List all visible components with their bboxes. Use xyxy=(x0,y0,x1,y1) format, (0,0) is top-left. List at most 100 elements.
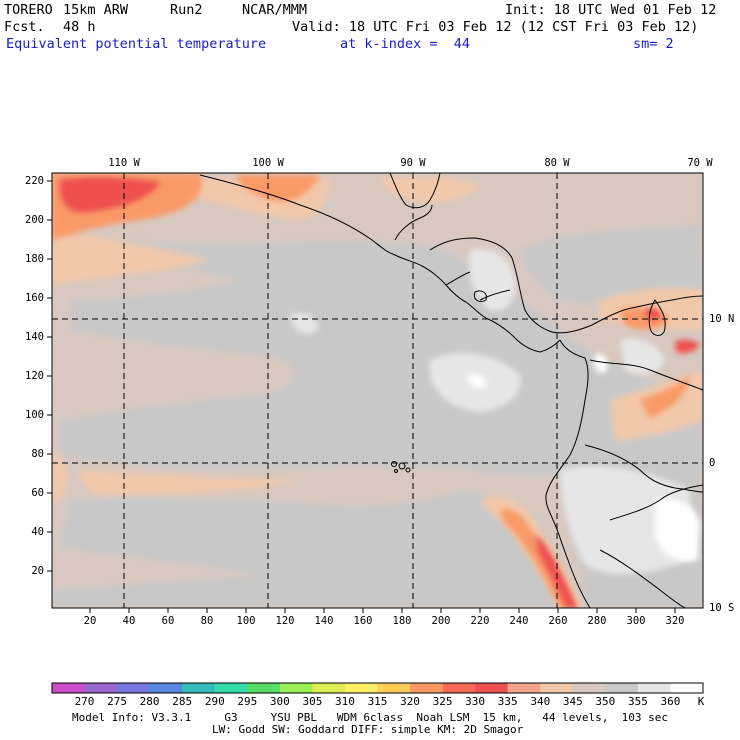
forecast-hour: 48 h xyxy=(63,19,96,35)
x-tick-label: 280 xyxy=(587,615,607,627)
y-tick-label: 160 xyxy=(25,292,44,304)
x-tick-label: 100 xyxy=(236,615,256,627)
colorbar-tick-label: 330 xyxy=(465,695,486,708)
level-label: at k-index = 44 xyxy=(340,36,471,52)
colorbar-swatch xyxy=(52,683,86,693)
model-info-line: Model Info: V3.3.1 G3 YSU PBL WDM 6class… xyxy=(72,711,669,724)
colorbar-tick-label: 295 xyxy=(237,695,258,708)
colorbar-tick-label: 315 xyxy=(367,695,388,708)
colorbar-tick-label: 355 xyxy=(627,695,648,708)
y-tick-label: 180 xyxy=(25,253,44,265)
colorbar-swatch xyxy=(410,683,444,693)
colorbar-swatch xyxy=(344,683,378,693)
x-tick-label: 40 xyxy=(122,615,136,627)
colorbar-tick-label: 290 xyxy=(204,695,225,708)
coastline-south-america-north xyxy=(591,295,703,326)
model-name: TORERO xyxy=(4,2,53,18)
y-tick-label: 100 xyxy=(25,409,44,421)
colorbar-tick-label: 300 xyxy=(269,695,290,708)
colorbar-tick-label: 280 xyxy=(139,695,160,708)
longitude-label: 90 W xyxy=(400,157,426,169)
colorbar-swatch xyxy=(182,683,216,693)
tick-marks xyxy=(47,180,676,613)
latitude-label: 0 xyxy=(709,457,716,469)
model-resolution: 15km ARW xyxy=(63,2,129,18)
colorbar-swatch xyxy=(84,683,118,693)
coastline-caribbean-central-america xyxy=(429,237,593,334)
colorbar-tick-label: 275 xyxy=(107,695,128,708)
run-label: Run2 xyxy=(170,2,203,18)
map-frame xyxy=(51,172,704,609)
colorbar-swatch xyxy=(214,683,248,693)
field-355-regions xyxy=(290,248,690,575)
init-time: Init: 18 UTC Wed 01 Feb 12 xyxy=(505,2,717,18)
colorbar xyxy=(51,682,704,694)
org-label: NCAR/MMM xyxy=(242,2,308,18)
border-central-america xyxy=(445,271,511,301)
colorbar-tick-label: 350 xyxy=(595,695,616,708)
field-title: Equivalent potential temperature xyxy=(6,36,267,52)
x-tick-label: 220 xyxy=(470,615,490,627)
y-tick-label: 80 xyxy=(31,448,44,460)
colorbar-tick-label: 340 xyxy=(530,695,551,708)
coastline-lake-maracaibo xyxy=(648,299,666,336)
x-tick-label: 120 xyxy=(275,615,295,627)
colorbar-tick-label: 335 xyxy=(497,695,518,708)
colorbar-tick-label: 285 xyxy=(172,695,193,708)
y-tick-label: 120 xyxy=(25,370,44,382)
field-360-regions xyxy=(468,354,700,562)
x-tick-label: 300 xyxy=(626,615,646,627)
y-tick-label: 20 xyxy=(31,565,44,577)
colorbar-swatch xyxy=(507,683,541,693)
colorbar-swatch xyxy=(442,683,476,693)
border-interior-a xyxy=(589,359,703,391)
border-interior-d xyxy=(599,549,686,608)
coastline-colombia-pacific xyxy=(545,339,591,608)
x-tick-label: 140 xyxy=(314,615,334,627)
colorbar-swatch xyxy=(377,683,411,693)
latitude-label: 10 S xyxy=(709,602,735,614)
colorbar-tick-label: 325 xyxy=(432,695,453,708)
longitude-label: 100 W xyxy=(252,157,284,169)
physics-info-line: LW: Godd SW: Goddard DIFF: simple KM: 2D… xyxy=(212,723,524,736)
y-tick-label: 40 xyxy=(31,526,44,538)
colorbar-tick-label: 360 xyxy=(660,695,681,708)
field-335-regions xyxy=(59,177,700,608)
x-tick-label: 20 xyxy=(83,615,97,627)
longitude-label: 80 W xyxy=(544,157,570,169)
x-tick-label: 60 xyxy=(161,615,175,627)
x-tick-label: 320 xyxy=(665,615,685,627)
colorbar-swatch xyxy=(637,683,671,693)
x-tick-label: 200 xyxy=(431,615,451,627)
colorbar-tick-label: 305 xyxy=(302,695,323,708)
x-tick-label: 260 xyxy=(548,615,568,627)
colorbar-swatch xyxy=(279,683,313,693)
x-tick-label: 180 xyxy=(392,615,412,627)
x-tick-label: 240 xyxy=(509,615,529,627)
longitude-label: 70 W xyxy=(687,157,713,169)
colorbar-unit: K xyxy=(697,695,705,708)
colorbar-swatch xyxy=(670,683,704,693)
longitude-label: 110 W xyxy=(108,157,140,169)
border-interior-b xyxy=(584,444,703,493)
forecast-label: Fcst. xyxy=(4,19,45,35)
smoothing-label: sm= 2 xyxy=(633,36,674,52)
colorbar-swatch xyxy=(149,683,183,693)
latitude-label: 10 N xyxy=(709,313,735,325)
colorbar-swatch xyxy=(247,683,281,693)
colorbar-swatch xyxy=(572,683,606,693)
lake-nicaragua xyxy=(473,290,487,303)
colorbar-tick-label: 320 xyxy=(400,695,420,708)
graticule xyxy=(52,173,703,608)
colorbar-tick-label: 345 xyxy=(562,695,583,708)
colorbar-tick-label: 270 xyxy=(74,695,95,708)
border-interior-c xyxy=(609,484,703,521)
coastline-yucatan-gulf xyxy=(389,173,441,209)
colorbar-swatch xyxy=(605,683,639,693)
x-tick-label: 160 xyxy=(353,615,373,627)
colorbar-swatch xyxy=(117,683,151,693)
valid-time: Valid: 18 UTC Fri 03 Feb 12 (12 CST Fri … xyxy=(292,19,699,35)
x-tick-label: 80 xyxy=(200,615,214,627)
contour-fill-layer xyxy=(52,173,703,608)
